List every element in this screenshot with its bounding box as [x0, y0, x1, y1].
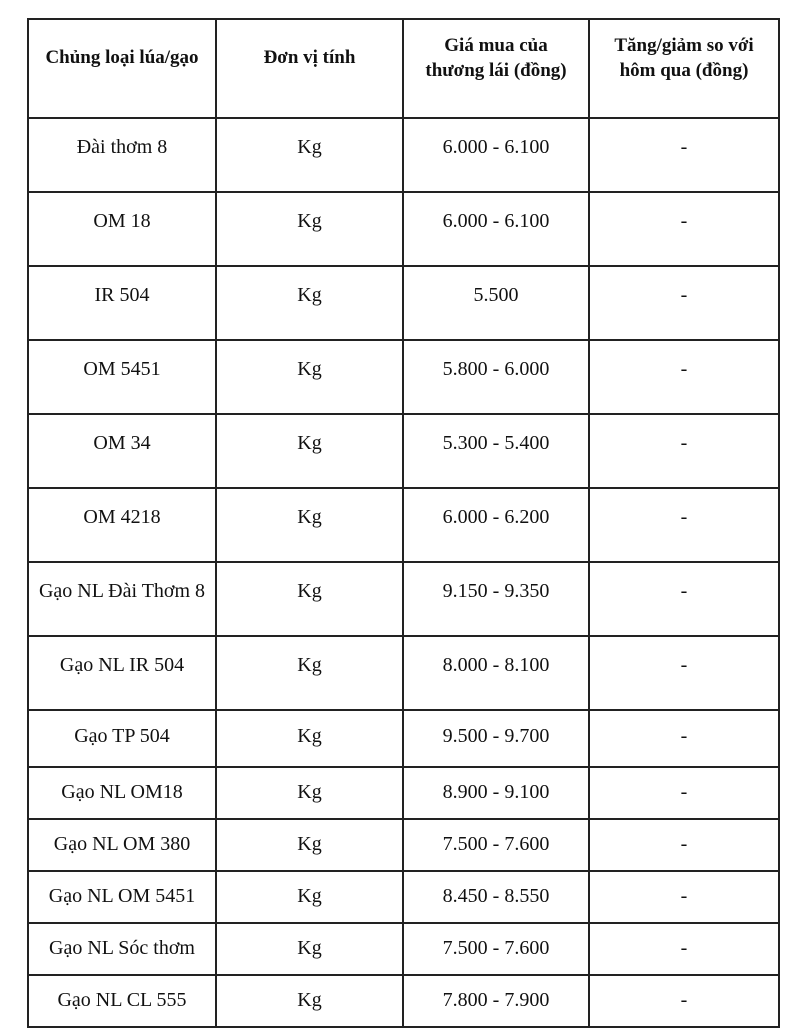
cell-type: Gạo NL CL 555	[27, 974, 217, 1028]
cell-unit: Kg	[215, 635, 404, 711]
cell-unit: Kg	[215, 487, 404, 563]
cell-price: 6.000 - 6.100	[402, 191, 590, 267]
table-body: Đài thơm 8 Kg 6.000 - 6.100 - OM 18 Kg 6…	[27, 117, 780, 1028]
column-header-unit: Đơn vị tính	[215, 18, 404, 119]
cell-price: 5.300 - 5.400	[402, 413, 590, 489]
cell-price: 5.800 - 6.000	[402, 339, 590, 415]
table-row: Gạo NL IR 504 Kg 8.000 - 8.100 -	[27, 635, 780, 711]
cell-price: 5.500	[402, 265, 590, 341]
cell-unit: Kg	[215, 766, 404, 820]
cell-type: Gạo TP 504	[27, 709, 217, 768]
cell-change: -	[588, 191, 780, 267]
cell-type: OM 34	[27, 413, 217, 489]
rice-price-table: Chủng loại lúa/gạo Đơn vị tính Giá mua c…	[27, 18, 780, 1028]
cell-unit: Kg	[215, 709, 404, 768]
cell-unit: Kg	[215, 265, 404, 341]
cell-price: 8.900 - 9.100	[402, 766, 590, 820]
cell-change: -	[588, 117, 780, 193]
table-row: IR 504 Kg 5.500 -	[27, 265, 780, 341]
table-row: OM 34 Kg 5.300 - 5.400 -	[27, 413, 780, 489]
cell-unit: Kg	[215, 413, 404, 489]
cell-change: -	[588, 974, 780, 1028]
cell-unit: Kg	[215, 870, 404, 924]
cell-change: -	[588, 818, 780, 872]
cell-change: -	[588, 766, 780, 820]
cell-type: Gạo NL OM 380	[27, 818, 217, 872]
cell-change: -	[588, 487, 780, 563]
cell-type: Gạo NL Sóc thơm	[27, 922, 217, 976]
cell-type: Gạo NL Đài Thơm 8	[27, 561, 217, 637]
cell-type: Gạo NL IR 504	[27, 635, 217, 711]
cell-change: -	[588, 265, 780, 341]
cell-type: Gạo NL OM 5451	[27, 870, 217, 924]
table-row: Gạo NL OM 5451 Kg 8.450 - 8.550 -	[27, 870, 780, 924]
cell-change: -	[588, 709, 780, 768]
table-row: Đài thơm 8 Kg 6.000 - 6.100 -	[27, 117, 780, 193]
column-header-type: Chủng loại lúa/gạo	[27, 18, 217, 119]
cell-price: 6.000 - 6.200	[402, 487, 590, 563]
column-header-price: Giá mua của thương lái (đồng)	[402, 18, 590, 119]
cell-price: 7.800 - 7.900	[402, 974, 590, 1028]
cell-price: 8.450 - 8.550	[402, 870, 590, 924]
cell-price: 9.150 - 9.350	[402, 561, 590, 637]
cell-change: -	[588, 561, 780, 637]
table-row: Gạo NL OM18 Kg 8.900 - 9.100 -	[27, 766, 780, 820]
cell-unit: Kg	[215, 339, 404, 415]
cell-price: 7.500 - 7.600	[402, 818, 590, 872]
cell-change: -	[588, 339, 780, 415]
header-row: Chủng loại lúa/gạo Đơn vị tính Giá mua c…	[27, 18, 780, 119]
cell-price: 9.500 - 9.700	[402, 709, 590, 768]
cell-price: 6.000 - 6.100	[402, 117, 590, 193]
cell-unit: Kg	[215, 818, 404, 872]
cell-price: 7.500 - 7.600	[402, 922, 590, 976]
cell-unit: Kg	[215, 974, 404, 1028]
cell-type: Gạo NL OM18	[27, 766, 217, 820]
table-row: Gạo NL OM 380 Kg 7.500 - 7.600 -	[27, 818, 780, 872]
table-row: OM 4218 Kg 6.000 - 6.200 -	[27, 487, 780, 563]
table-row: OM 5451 Kg 5.800 - 6.000 -	[27, 339, 780, 415]
table-row: Gạo NL Sóc thơm Kg 7.500 - 7.600 -	[27, 922, 780, 976]
cell-change: -	[588, 922, 780, 976]
cell-price: 8.000 - 8.100	[402, 635, 590, 711]
table-row: Gạo TP 504 Kg 9.500 - 9.700 -	[27, 709, 780, 768]
cell-unit: Kg	[215, 922, 404, 976]
cell-type: OM 4218	[27, 487, 217, 563]
table-row: OM 18 Kg 6.000 - 6.100 -	[27, 191, 780, 267]
cell-change: -	[588, 870, 780, 924]
table-row: Gạo NL CL 555 Kg 7.800 - 7.900 -	[27, 974, 780, 1028]
cell-change: -	[588, 413, 780, 489]
cell-type: Đài thơm 8	[27, 117, 217, 193]
cell-type: OM 18	[27, 191, 217, 267]
table-header: Chủng loại lúa/gạo Đơn vị tính Giá mua c…	[27, 18, 780, 119]
cell-type: IR 504	[27, 265, 217, 341]
cell-unit: Kg	[215, 561, 404, 637]
cell-type: OM 5451	[27, 339, 217, 415]
cell-unit: Kg	[215, 117, 404, 193]
column-header-change: Tăng/giảm so với hôm qua (đồng)	[588, 18, 780, 119]
table-row: Gạo NL Đài Thơm 8 Kg 9.150 - 9.350 -	[27, 561, 780, 637]
cell-change: -	[588, 635, 780, 711]
cell-unit: Kg	[215, 191, 404, 267]
